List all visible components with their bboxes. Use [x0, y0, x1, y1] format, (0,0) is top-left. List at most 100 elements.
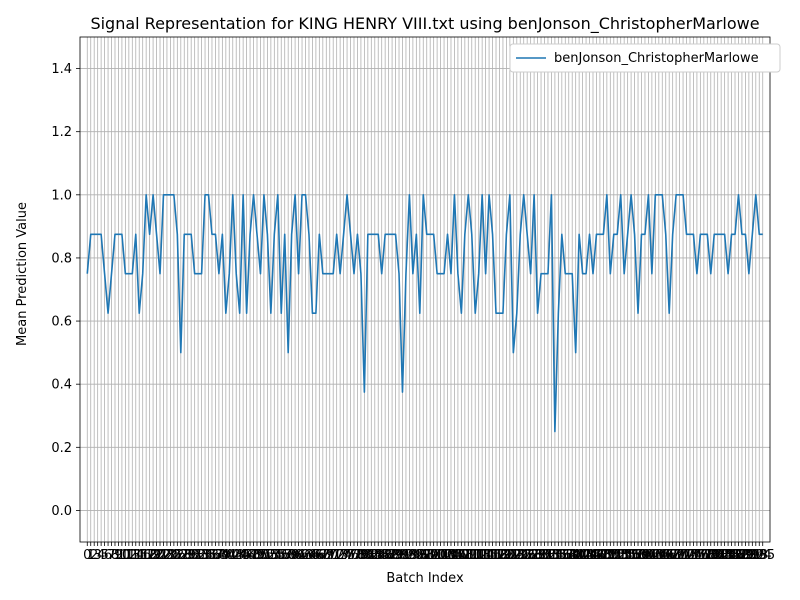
x-tick-label: 119 [487, 548, 512, 563]
x-tick-label: 169 [660, 548, 685, 563]
x-tick-label: 172 [671, 548, 696, 563]
legend: benJonson_ChristopherMarlowe [509, 43, 781, 73]
x-tick-label: 110 [456, 548, 481, 563]
x-tick-label: 1 [87, 548, 95, 563]
x-tick-label: 105 [439, 548, 464, 563]
x-tick-label: 25 [166, 548, 183, 563]
x-tick-label: 164 [643, 548, 668, 563]
x-tick-label: 24 [162, 548, 179, 563]
x-tick-label: 115 [473, 548, 498, 563]
y-axis-label: Mean Prediction Value [15, 202, 30, 346]
x-tick-label: 157 [619, 548, 644, 563]
x-tick-label: 94 [405, 548, 422, 563]
x-tick-label: 130 [525, 548, 550, 563]
x-tick-label: 68 [315, 548, 332, 563]
x-tick-label: 71 [325, 548, 342, 563]
x-tick-label: 185 [716, 548, 741, 563]
x-tick-label: 89 [387, 548, 404, 563]
x-tick-label: 78 [349, 548, 366, 563]
x-tick-label: 22 [155, 548, 172, 563]
x-tick-label: 183 [709, 548, 734, 563]
x-tick-label: 62 [294, 548, 311, 563]
x-tick-label: 27 [173, 548, 190, 563]
x-tick-label: 190 [733, 548, 758, 563]
x-tick-label: 141 [563, 548, 588, 563]
x-tick-label: 32 [190, 548, 207, 563]
x-tick-label: 29 [179, 548, 196, 563]
x-tick-label: 73 [332, 548, 349, 563]
x-tick-label: 63 [297, 548, 314, 563]
x-tick-label: 4 [97, 548, 105, 563]
x-tick-label: 192 [740, 548, 765, 563]
x-tick-label: 108 [449, 548, 474, 563]
x-tick-label: 161 [633, 548, 658, 563]
y-tick-label: 1.2 [51, 125, 72, 140]
x-tick-label: 75 [339, 548, 356, 563]
x-tick-label: 37 [207, 548, 224, 563]
x-tick-label: 21 [152, 548, 169, 563]
x-tick-label: 189 [730, 548, 755, 563]
x-tick-label: 87 [380, 548, 397, 563]
x-gridlines [86, 37, 764, 542]
x-tick-label: 65 [304, 548, 321, 563]
x-tick-label: 159 [626, 548, 651, 563]
x-axis-ticks: 0123456789101112131415161718192021222324… [83, 542, 775, 563]
y-tick-label: 1.4 [51, 62, 72, 77]
x-tick-label: 111 [459, 548, 484, 563]
x-tick-label: 152 [601, 548, 626, 563]
x-tick-label: 132 [532, 548, 557, 563]
x-tick-label: 143 [570, 548, 595, 563]
x-tick-label: 156 [615, 548, 640, 563]
series-layer [86, 194, 763, 433]
x-tick-label: 61 [290, 548, 307, 563]
x-tick-label: 128 [518, 548, 543, 563]
x-tick-label: 19 [145, 548, 162, 563]
x-tick-label: 45 [235, 548, 252, 563]
x-tick-label: 67 [311, 548, 328, 563]
x-tick-label: 178 [691, 548, 716, 563]
x-tick-label: 82 [363, 548, 380, 563]
y-axis-ticks: 0.0 0.2 0.4 0.6 0.8 1.0 1.2 1.4 [51, 62, 80, 519]
x-tick-label: 153 [605, 548, 630, 563]
x-tick-label: 106 [442, 548, 467, 563]
x-tick-label: 23 [159, 548, 176, 563]
x-tick-label: 136 [546, 548, 571, 563]
series-line [86, 194, 763, 433]
x-tick-label: 139 [556, 548, 581, 563]
x-tick-label: 46 [238, 548, 255, 563]
x-tick-label: 195 [750, 548, 775, 563]
x-tick-label: 54 [266, 548, 283, 563]
x-tick-label: 18 [141, 548, 158, 563]
x-tick-label: 14 [127, 548, 144, 563]
x-tick-label: 104 [435, 548, 460, 563]
x-tick-label: 42 [224, 548, 241, 563]
x-tick-label: 55 [270, 548, 287, 563]
x-tick-label: 133 [536, 548, 561, 563]
x-tick-label: 179 [695, 548, 720, 563]
x-tick-label: 13 [124, 548, 141, 563]
x-tick-label: 144 [574, 548, 599, 563]
x-tick-label: 51 [256, 548, 273, 563]
x-tick-label: 109 [452, 548, 477, 563]
x-tick-label: 113 [466, 548, 491, 563]
x-tick-label: 181 [702, 548, 727, 563]
x-tick-label: 165 [646, 548, 671, 563]
x-tick-label: 188 [726, 548, 751, 563]
y-tick-label: 0.4 [51, 378, 72, 393]
x-tick-label: 168 [657, 548, 682, 563]
x-tick-label: 28 [176, 548, 193, 563]
x-tick-label: 160 [629, 548, 654, 563]
y-tick-label: 0.6 [51, 315, 72, 330]
x-tick-label: 186 [719, 548, 744, 563]
x-tick-label: 147 [584, 548, 609, 563]
plot-frame [79, 36, 771, 543]
x-tick-label: 187 [723, 548, 748, 563]
y-tick-label: 1.0 [51, 188, 72, 203]
x-tick-label: 100 [421, 548, 446, 563]
x-tick-label: 2 [90, 548, 98, 563]
x-tick-label: 9 [114, 548, 122, 563]
x-tick-label: 50 [252, 548, 269, 563]
x-tick-label: 155 [612, 548, 637, 563]
y-tick-label: 0.8 [51, 251, 72, 266]
